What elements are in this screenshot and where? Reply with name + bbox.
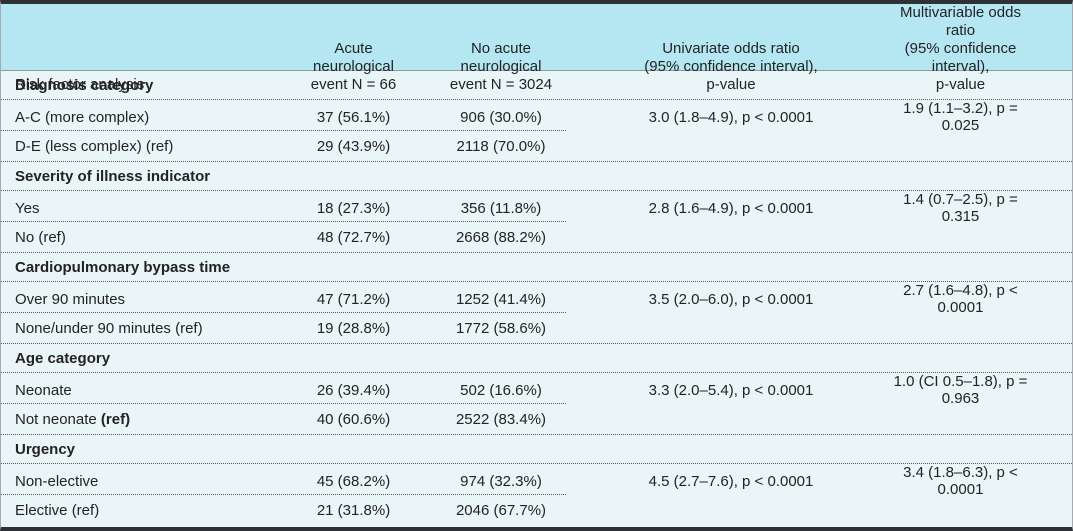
header-line: neurological [313, 58, 394, 75]
header-line: event N = 66 [310, 76, 397, 93]
header-univariate-odds-ratio: Univariate odds ratio (95% confidence in… [581, 40, 881, 94]
row-label: Over 90 minutes [15, 290, 126, 308]
acute-count-cell: 37 (56.1%) [316, 108, 391, 126]
no-acute-count-cell: 1252 (41.4%) [455, 290, 547, 308]
table-row: Not neonate (ref) 40 (60.6%) 2522 (83.4%… [1, 404, 1072, 435]
no-acute-count-cell: 2118 (70.0%) [456, 137, 546, 155]
acute-count-cell: 45 (68.2%) [316, 472, 391, 490]
no-acute-count-cell: 2522 (83.4%) [455, 410, 547, 428]
group-title-age-category: Age category [1, 344, 1072, 373]
table-row: None/under 90 minutes (ref) 19 (28.8%) 1… [1, 313, 1072, 344]
no-acute-count-cell: 974 (32.3%) [460, 472, 542, 490]
no-acute-count-cell: 502 (16.6%) [460, 381, 542, 399]
acute-count-cell: 48 (72.7%) [316, 228, 391, 246]
univariate-or-cell: 4.5 (2.7–7.6), p < 0.0001 [648, 472, 814, 490]
table-row: Over 90 minutes 47 (71.2%) 1252 (41.4%) … [1, 282, 1072, 316]
no-acute-count-cell: 2046 (67.7%) [455, 502, 547, 519]
row-label: D-E (less complex) (ref) [15, 137, 174, 155]
no-acute-count-cell: 2668 (88.2%) [455, 228, 547, 246]
multivariable-or-cell: 1.0 (CI 0.5–1.8), p = 0.963 [893, 373, 1028, 407]
row-label: Elective (ref) [15, 502, 100, 519]
row-label-cell: Non-elective [1, 473, 286, 490]
multivariable-or-cell: 3.4 (1.8–6.3), p < 0.0001 [903, 464, 1018, 498]
group-title-urgency: Urgency [1, 435, 1072, 464]
header-line: Acute [334, 40, 373, 57]
header-line: p-value [706, 76, 756, 93]
table-row: Non-elective 45 (68.2%) 974 (32.3%) 4.5 … [1, 464, 1072, 498]
acute-count-cell: 47 (71.2%) [316, 290, 391, 308]
group-title-severity-indicator: Severity of illness indicator [1, 162, 1072, 191]
table-row: D-E (less complex) (ref) 29 (43.9%) 2118… [1, 131, 1072, 162]
row-label-bold: (ref) [100, 410, 131, 428]
row-label-cell: Yes [1, 200, 286, 217]
multivariable-or-cell: 1.4 (0.7–2.5), p = 0.315 [903, 191, 1018, 225]
table-row: Yes 18 (27.3%) 356 (11.8%) 2.8 (1.6–4.9)… [1, 191, 1072, 225]
header-label: Risk factor analysis [15, 76, 145, 93]
row-label-cell: Over 90 minutes [1, 291, 286, 308]
multivariable-or-cell: 2.7 (1.6–4.8), p < 0.0001 [903, 282, 1018, 316]
header-no-acute-event: No acute neurological event N = 3024 [421, 40, 581, 94]
row-label: None/under 90 minutes (ref) [15, 319, 203, 337]
table-row: No (ref) 48 (72.7%) 2668 (88.2%) [1, 222, 1072, 253]
table-row: A-C (more complex) 37 (56.1%) 906 (30.0%… [1, 100, 1072, 134]
header-line: No acute [470, 40, 532, 57]
row-label: No (ref) [15, 228, 66, 246]
row-label: Not neonate [15, 410, 101, 428]
row-label-cell: Not neonate (ref) [1, 411, 286, 428]
row-label-cell: A-C (more complex) [1, 109, 286, 126]
group-title-diagnosis-category: Diagnosis category [1, 71, 1072, 100]
table-row: Neonate 26 (39.4%) 502 (16.6%) 3.3 (2.0–… [1, 373, 1072, 407]
header-multivariable-odds-ratio: Multivariable odds ratio (95% confidence… [881, 4, 1072, 94]
acute-count-cell: 40 (60.6%) [316, 410, 391, 428]
table-header-row: Risk factor analysis Acute neurological … [1, 4, 1072, 93]
table-row: Elective (ref) 21 (31.8%) 2046 (67.7%) [1, 495, 1072, 526]
no-acute-count-cell: 1772 (58.6%) [455, 319, 547, 337]
header-line: neurological [460, 58, 542, 75]
header-acute-event: Acute neurological event N = 66 [286, 40, 421, 94]
univariate-or-cell: 3.3 (2.0–5.4), p < 0.0001 [648, 381, 814, 399]
row-label-cell: None/under 90 minutes (ref) [1, 320, 286, 337]
univariate-or-cell: 3.0 (1.8–4.9), p < 0.0001 [648, 108, 814, 126]
multivariable-or-cell: 1.9 (1.1–3.2), p = 0.025 [903, 100, 1018, 134]
acute-count-cell: 29 (43.9%) [316, 137, 391, 155]
header-line: Multivariable odds ratio [900, 4, 1021, 39]
header-risk-factor-analysis: Risk factor analysis [1, 76, 286, 94]
header-line: event N = 3024 [449, 76, 553, 93]
row-label: A-C (more complex) [15, 108, 150, 126]
acute-count-cell: 21 (31.8%) [316, 502, 391, 519]
group-title-bypass-time: Cardiopulmonary bypass time [1, 253, 1072, 282]
row-label-cell: D-E (less complex) (ref) [1, 138, 286, 155]
header-line: (95% confidence interval), [644, 58, 818, 75]
no-acute-count-cell: 356 (11.8%) [460, 199, 542, 217]
acute-count-cell: 26 (39.4%) [316, 381, 391, 399]
univariate-or-cell: 3.5 (2.0–6.0), p < 0.0001 [648, 290, 814, 308]
row-label: Neonate [15, 381, 72, 399]
header-line: p-value [935, 76, 986, 93]
row-label-cell: Elective (ref) [1, 502, 286, 519]
acute-count-cell: 19 (28.8%) [316, 319, 391, 337]
acute-count-cell: 18 (27.3%) [316, 199, 391, 217]
header-line: (95% confidence interval), [904, 40, 1017, 75]
row-label-cell: Neonate [1, 382, 286, 399]
header-line: Univariate odds ratio [662, 40, 800, 57]
row-label: Yes [15, 199, 40, 217]
no-acute-count-cell: 906 (30.0%) [460, 108, 542, 126]
univariate-or-cell: 2.8 (1.6–4.9), p < 0.0001 [648, 199, 814, 217]
row-label-cell: No (ref) [1, 229, 286, 246]
row-label: Non-elective [15, 472, 99, 490]
